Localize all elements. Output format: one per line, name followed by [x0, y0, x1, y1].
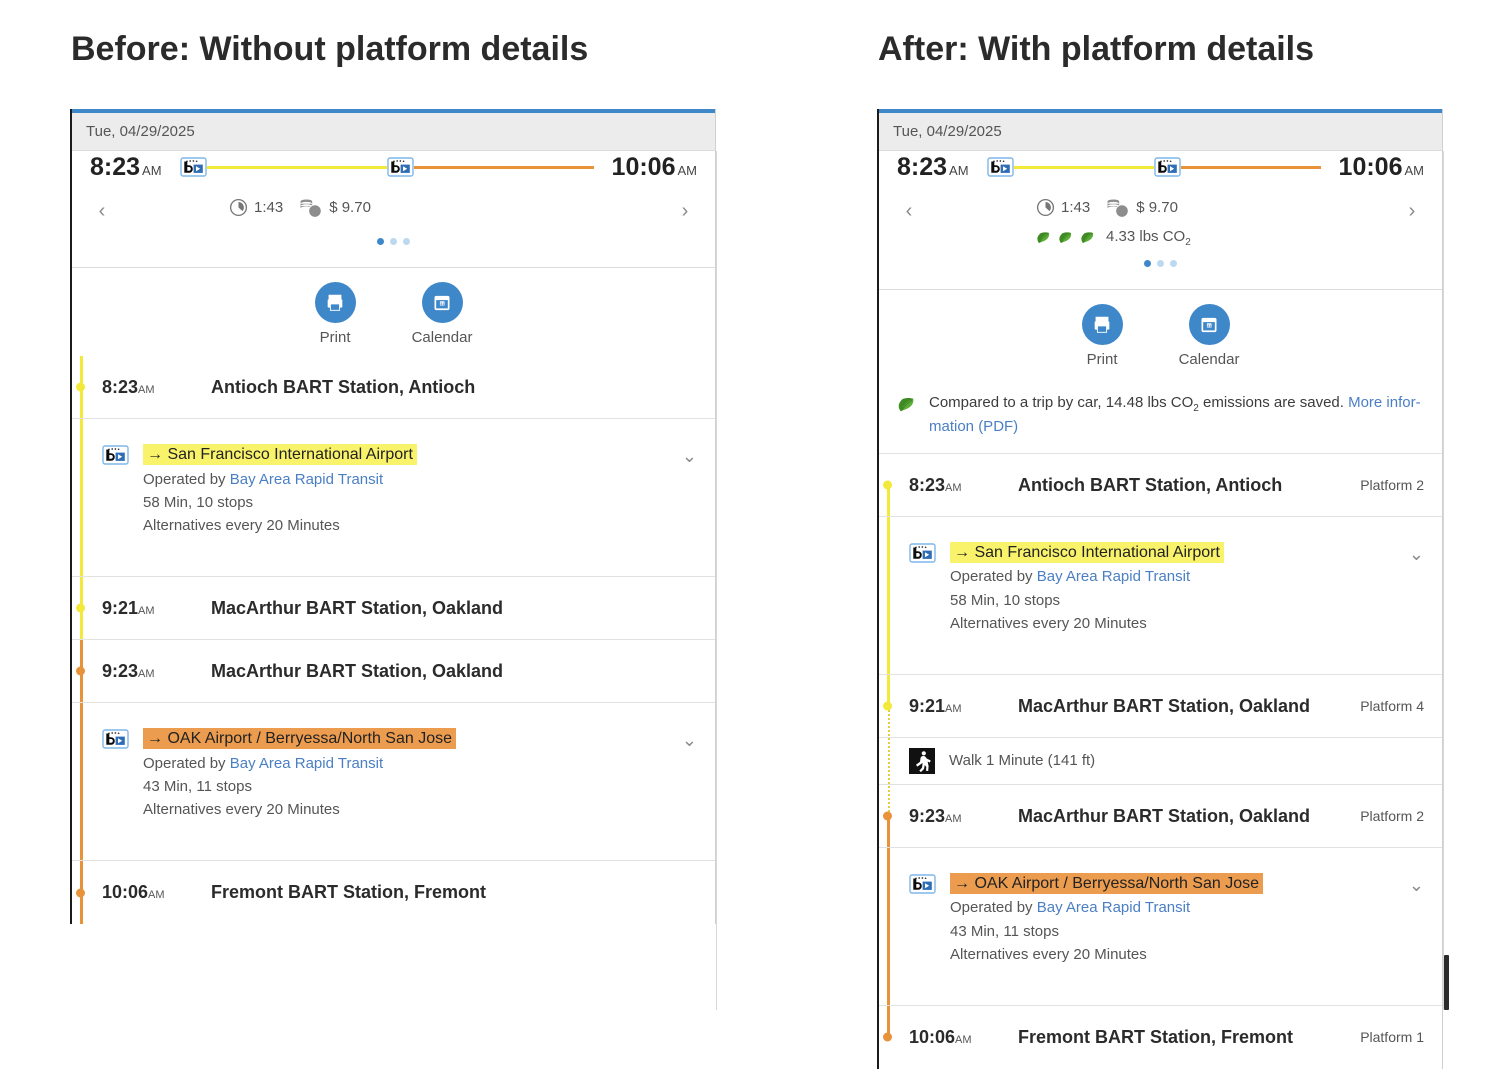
svg-text:31: 31: [440, 301, 444, 305]
svg-text:31: 31: [1207, 323, 1211, 327]
